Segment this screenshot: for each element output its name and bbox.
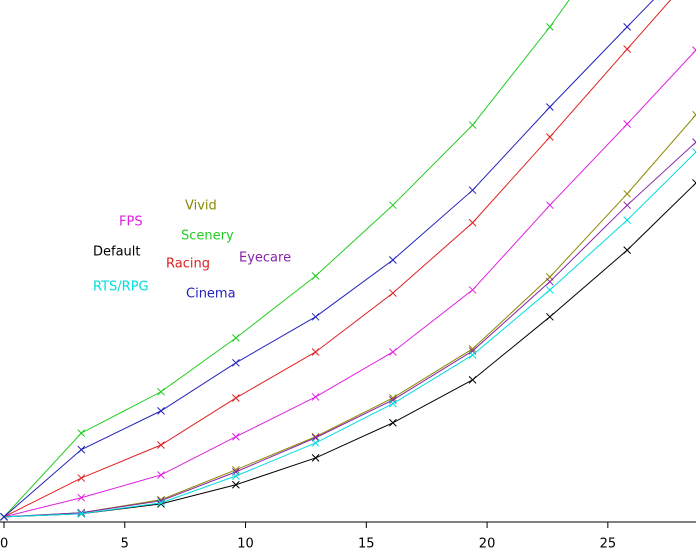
point-marker [389,394,397,402]
point-marker [468,345,477,353]
point-marker [311,393,320,401]
series-line [3,0,654,518]
point-marker [623,216,632,225]
point-marker [692,110,696,119]
point-marker [692,148,696,156]
legend-label: FPS [119,215,143,230]
x-tick-label: 5 [121,537,129,551]
point-marker [546,277,554,286]
series-line [3,0,672,518]
legend-label: Eyecare [239,251,291,266]
point-marker [623,120,632,128]
plot-area [0,0,696,521]
point-marker [77,445,86,454]
point-marker [389,289,397,297]
point-marker [546,201,554,210]
series-line [3,49,696,518]
x-tick-label: 20 [479,537,496,551]
point-marker [468,121,477,129]
point-marker [311,348,320,356]
legend-label: Vivid [185,199,217,214]
point-marker [389,418,397,427]
point-marker [311,439,320,447]
point-marker [77,493,86,502]
point-marker [468,218,477,227]
point-marker [311,312,320,321]
point-marker [468,351,477,359]
point-marker [692,46,696,54]
point-marker [232,394,240,402]
point-marker [546,103,554,111]
point-marker [389,399,397,408]
point-marker [232,334,240,342]
point-marker [546,133,554,141]
point-marker [157,387,165,396]
point-marker [157,441,165,449]
point-marker [311,454,320,462]
point-marker [157,471,165,479]
point-marker [546,23,554,31]
series-line [3,182,696,518]
point-marker [389,201,397,210]
point-marker [468,286,477,294]
point-marker [546,312,554,321]
series-line [3,151,696,518]
series-line [3,141,696,518]
point-marker [232,472,240,480]
series-line [3,114,696,518]
point-marker [232,480,240,489]
point-marker [232,358,240,367]
point-marker [77,474,86,482]
x-tick-label: 10 [237,537,254,551]
x-tick-label: 0 [0,537,8,551]
legend-label: Cinema [186,287,236,302]
point-marker [0,512,8,521]
point-marker [623,45,632,53]
point-marker [157,407,165,415]
point-marker [623,201,632,210]
point-marker [623,189,632,198]
point-marker [77,508,86,517]
point-marker [692,179,696,187]
legend-label: Default [93,245,141,260]
point-marker [389,348,397,356]
point-marker [623,23,632,31]
point-marker [623,246,632,255]
point-marker [232,465,240,474]
legend-label: RTS/RPG [93,280,149,295]
legend-label: Scenery [181,229,234,244]
point-marker [389,256,397,264]
point-marker [77,509,86,518]
point-marker [232,432,240,441]
point-marker [77,429,86,437]
x-tick-label: 15 [358,537,375,551]
point-marker [468,186,477,195]
x-tick-label: 25 [600,537,617,551]
point-marker [546,286,554,294]
legend-label: Racing [166,257,210,272]
point-marker [311,272,320,280]
point-marker [468,376,477,384]
point-marker [157,499,165,507]
point-marker [692,138,696,146]
